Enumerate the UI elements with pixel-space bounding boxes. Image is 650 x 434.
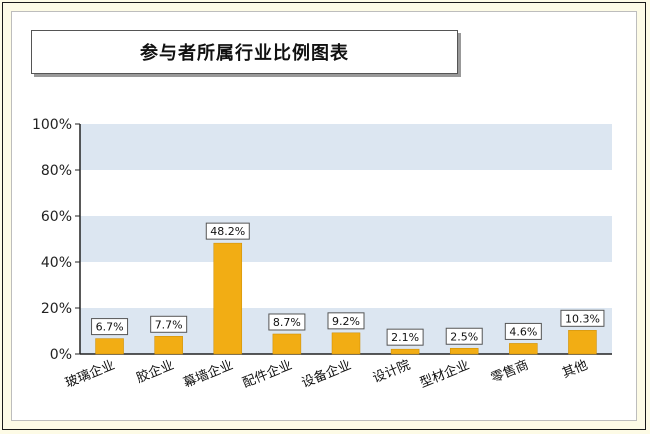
data-label-box [150,315,188,333]
x-tick-label: 幕墙企业 [181,357,235,391]
y-tick-label: 80% [41,163,72,179]
data-label-box [560,309,605,327]
data-label: 2.1% [391,331,419,344]
bar [568,330,597,355]
x-tick-label: 配件企业 [240,357,294,391]
x-tick-label: 其他 [560,358,590,382]
data-label: 9.2% [332,315,360,328]
bar [449,348,479,355]
bar [390,348,420,355]
bar [154,336,183,355]
data-label: 48.2% [210,225,245,238]
x-tick-label: 设备企业 [299,357,353,391]
bar [272,333,302,355]
data-label: 7.7% [155,318,183,331]
grid-band [80,124,612,170]
data-label: 4.6% [509,325,537,338]
data-label: 10.3% [565,312,600,325]
y-tick-label: 40% [41,255,72,271]
data-label-box [205,222,250,240]
data-label-box [386,328,424,346]
bar [95,338,124,355]
y-tick-label: 60% [41,209,72,225]
data-label-box [327,312,365,330]
data-label-box [268,313,306,331]
data-label-box [91,318,129,336]
x-tick-label: 设计院 [371,358,413,387]
chart-title: 参与者所属行业比例图表 [31,30,458,74]
data-label-box [445,327,483,345]
bar [213,242,243,355]
y-tick-label: 0% [50,347,72,363]
x-tick-label: 零售商 [489,357,531,386]
x-tick-label: 型材企业 [417,357,471,391]
data-label: 8.7% [273,316,301,329]
data-label: 6.7% [96,321,124,334]
y-tick-label: 20% [41,301,72,317]
bar [331,332,361,355]
y-tick-label: 100% [32,117,72,133]
data-label-box [504,322,542,340]
bar [509,343,538,355]
data-label: 2.5% [450,330,478,343]
grid-band [80,216,612,262]
x-tick-label: 胶企业 [134,357,176,386]
